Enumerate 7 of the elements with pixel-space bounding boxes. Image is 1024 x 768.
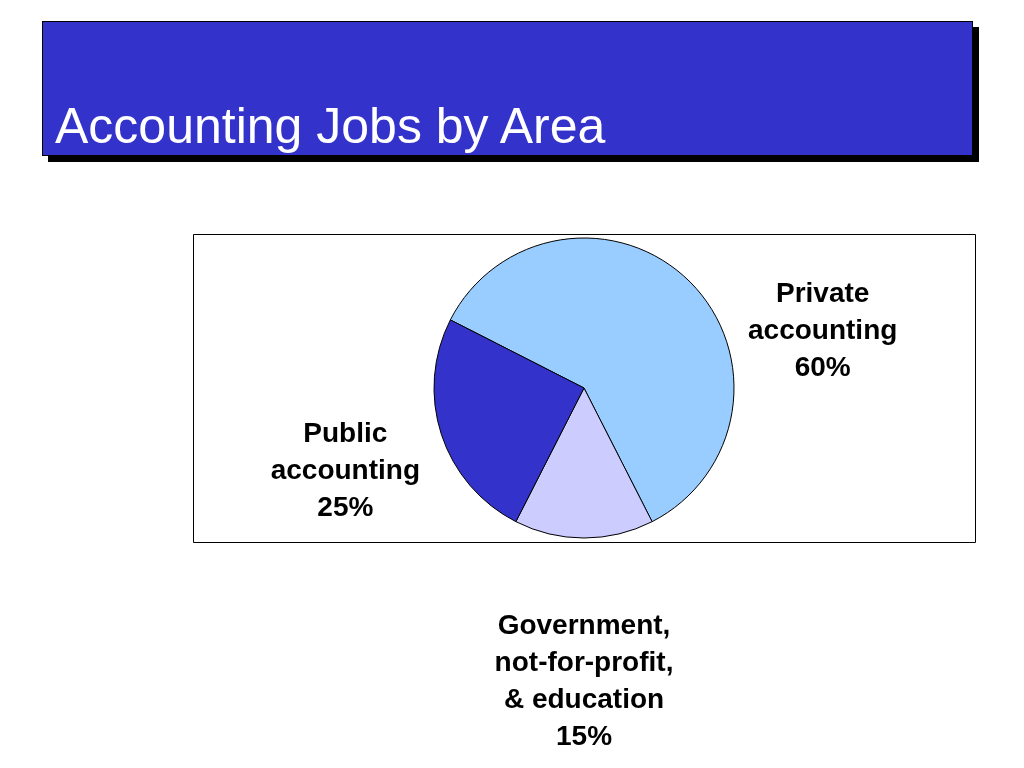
chart-title: Accounting Jobs by Area	[55, 98, 606, 154]
slice-label: Private accounting	[748, 276, 898, 345]
data-label: 25%	[317, 491, 374, 523]
slice-label: Government, not-for-profit, & education	[494, 609, 674, 714]
data-label: 60%	[794, 350, 851, 382]
slice-label: Public accounting	[270, 417, 420, 486]
data-label: 15%	[555, 720, 613, 751]
